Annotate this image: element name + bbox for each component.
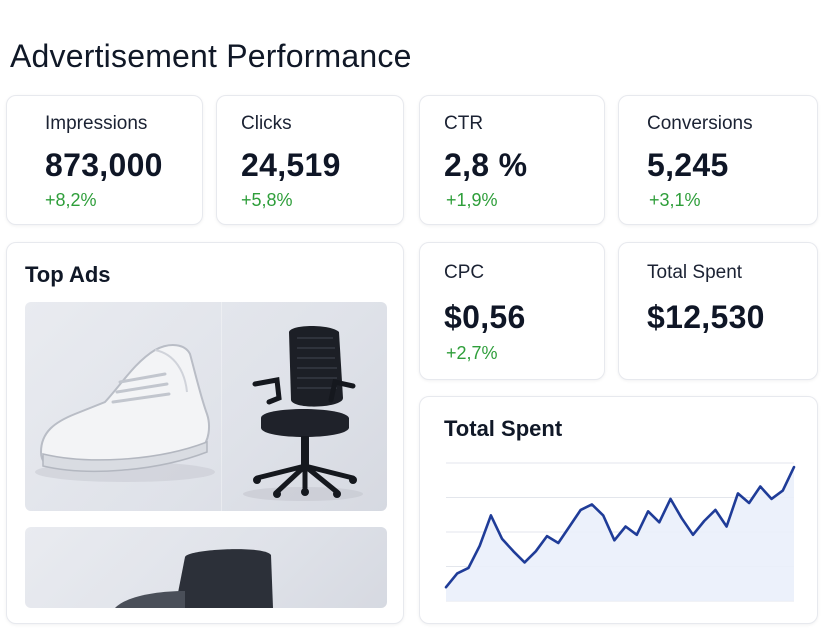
metric-value: 5,245 [647,147,729,183]
top-ad-2[interactable] [25,527,387,608]
metric-card-ctr[interactable]: CTR 2,8 % +1,9% [419,95,605,225]
metric-card-conversions[interactable]: Conversions 5,245 +3,1% [618,95,818,225]
cpc-label: CPC [444,262,485,283]
total-spent-card[interactable]: Total Spent $12,530 [618,242,818,380]
page-title: Advertisement Performance [10,38,412,74]
total-spent-label: Total Spent [647,262,743,283]
total-spent-chart-title: Total Spent [444,416,563,441]
series-line [444,465,796,589]
top-ads-title: Top Ads [25,262,111,287]
metric-delta: +8,2% [45,190,97,210]
office-chair-image [243,326,363,501]
top-ad-1[interactable] [25,302,387,511]
metric-label: Conversions [647,113,753,134]
cpc-card[interactable]: CPC $0,56 +2,7% [419,242,605,380]
total-spent-chart [444,462,796,602]
chair-image [115,549,273,608]
metric-value: 2,8 % [444,147,528,183]
sneaker-image [35,344,215,482]
metric-value: 873,000 [45,147,163,183]
cpc-delta: +2,7% [446,343,498,363]
metric-label: CTR [444,113,484,134]
metric-card-impressions[interactable]: Impressions 873,000 +8,2% [6,95,203,225]
metric-delta: +5,8% [241,190,293,210]
metric-delta: +3,1% [649,190,701,210]
metric-label: Clicks [241,113,292,134]
metric-card-clicks[interactable]: Clicks 24,519 +5,8% [216,95,404,225]
total-spent-chart-card: Total Spent [419,396,818,624]
top-ads-card: Top Ads [6,242,404,624]
metric-value: 24,519 [241,147,341,183]
cpc-value: $0,56 [444,299,526,335]
total-spent-value: $12,530 [647,299,765,335]
metric-delta: +1,9% [446,190,498,210]
metric-label: Impressions [45,113,148,134]
